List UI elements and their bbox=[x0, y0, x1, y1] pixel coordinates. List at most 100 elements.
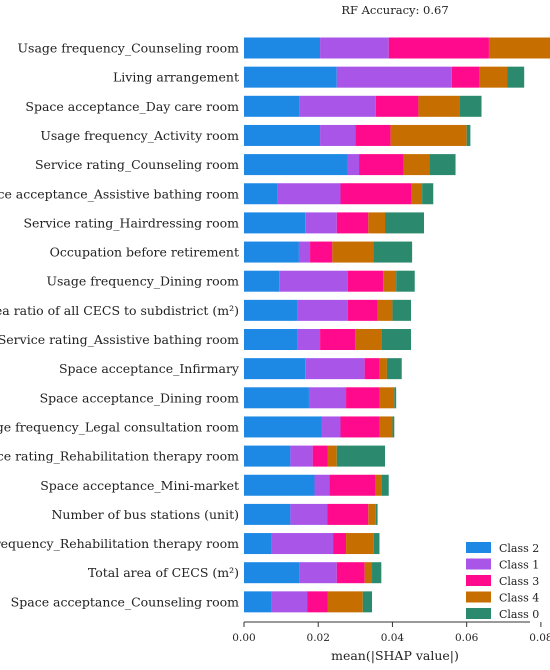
category-label: Usage frequency_Legal consultation room bbox=[0, 419, 239, 434]
category-label: Living arrangement bbox=[113, 70, 239, 85]
category-label: Service rating_Rehabilitation therapy ro… bbox=[0, 449, 239, 464]
category-label: Space acceptance_Day care room bbox=[25, 99, 239, 114]
bar-segment-class-3 bbox=[347, 299, 378, 321]
x-tick-label: 0.04 bbox=[381, 632, 405, 644]
category-label: Usage frequency_Rehabilitation therapy r… bbox=[0, 536, 239, 551]
bar-segment-class-1 bbox=[314, 474, 330, 496]
bar-segment-class-0 bbox=[373, 241, 413, 263]
category-label: Number of bus stations (unit) bbox=[51, 507, 239, 522]
category-label: Usage frequency_Counseling room bbox=[18, 41, 240, 56]
bar-segment-class-0 bbox=[392, 416, 395, 438]
category-label: Area ratio of all CECS to subdistrict (m… bbox=[0, 303, 239, 318]
bar-segment-class-0 bbox=[372, 562, 382, 584]
bar-segment-class-4 bbox=[390, 124, 467, 146]
x-tick-label: 0.00 bbox=[232, 632, 255, 644]
bar-segment-class-0 bbox=[362, 591, 373, 613]
category-label: Usage frequency_Dining room bbox=[46, 274, 239, 289]
x-tick-label: 0.06 bbox=[455, 632, 479, 644]
category-label: Space acceptance_Assistive bathing room bbox=[0, 186, 239, 201]
bar-segment-class-4 bbox=[364, 562, 373, 584]
bar-segment-class-4 bbox=[355, 329, 382, 350]
bar-segment-class-4 bbox=[346, 533, 374, 555]
legend-label: Class 0 bbox=[499, 608, 539, 621]
bar-segment-class-1 bbox=[320, 124, 356, 146]
bar-segment-class-2 bbox=[244, 154, 348, 176]
legend-swatch bbox=[466, 608, 491, 619]
legend: Class 2 Class 1 Class 3 Class 4 Class 0 bbox=[466, 542, 539, 621]
bar-segment-class-4 bbox=[375, 474, 382, 496]
bar-segment-class-4 bbox=[479, 66, 508, 88]
bar-segment-class-3 bbox=[307, 591, 328, 613]
category-label: Service rating_Counseling room bbox=[35, 157, 239, 172]
bar-segment-class-0 bbox=[429, 154, 456, 176]
bar-segment-class-1 bbox=[290, 503, 328, 525]
bar-segment-class-3 bbox=[320, 329, 356, 350]
bar-segment-class-2 bbox=[244, 299, 298, 321]
bar-segment-class-3 bbox=[451, 66, 480, 88]
bar-segment-class-3 bbox=[340, 416, 380, 438]
bar-segment-class-1 bbox=[305, 212, 337, 234]
bar-segment-class-0 bbox=[459, 95, 482, 117]
bar-segment-class-2 bbox=[244, 445, 291, 467]
bar-segment-class-4 bbox=[327, 445, 337, 467]
bar-segment-class-2 bbox=[244, 95, 300, 117]
bar-segment-class-2 bbox=[244, 503, 291, 525]
bar-segment-class-4 bbox=[377, 299, 393, 321]
bar-segment-class-3 bbox=[388, 37, 489, 59]
bar-segment-class-2 bbox=[244, 533, 272, 555]
bar-segment-class-2 bbox=[244, 591, 272, 613]
bar-segment-class-3 bbox=[375, 95, 419, 117]
bar-segment-class-4 bbox=[403, 154, 430, 176]
bar-segment-class-3 bbox=[333, 533, 347, 555]
bar-segment-class-3 bbox=[355, 124, 391, 146]
category-label: Space acceptance_Mini-market bbox=[40, 478, 239, 493]
bar-segment-class-4 bbox=[368, 503, 376, 525]
x-axis-ticks: 0.00 0.02 0.04 0.06 0.08 bbox=[232, 622, 550, 644]
bar-segment-class-3 bbox=[329, 474, 376, 496]
x-axis-title: mean(|SHAP value|) bbox=[331, 648, 459, 663]
bar-segment-class-4 bbox=[327, 591, 363, 613]
legend-swatch bbox=[466, 542, 491, 553]
bar-segment-class-1 bbox=[305, 358, 365, 380]
bar-segment-class-3 bbox=[312, 445, 328, 467]
bar-segment-class-3 bbox=[310, 241, 333, 263]
bar-segment-class-0 bbox=[422, 183, 434, 205]
legend-swatch bbox=[466, 575, 491, 586]
x-tick-label: 0.02 bbox=[307, 632, 330, 644]
bar-segment-class-4 bbox=[411, 183, 423, 205]
bars-layer bbox=[244, 37, 550, 613]
category-label: Space acceptance_Dining room bbox=[40, 390, 240, 405]
bar-segment-class-2 bbox=[244, 358, 306, 380]
bar-segment-class-4 bbox=[488, 37, 550, 59]
bar-segment-class-2 bbox=[244, 37, 321, 59]
category-label: Space acceptance_Infirmary bbox=[59, 361, 240, 376]
bar-segment-class-2 bbox=[244, 562, 300, 584]
bar-segment-class-3 bbox=[336, 562, 365, 584]
bar-segment-class-1 bbox=[336, 66, 452, 88]
bar-segment-class-1 bbox=[290, 445, 313, 467]
bar-segment-class-2 bbox=[244, 66, 337, 88]
bar-segment-class-1 bbox=[279, 270, 348, 292]
bar-segment-class-1 bbox=[321, 416, 341, 438]
bar-segment-class-2 bbox=[244, 241, 299, 263]
legend-label: Class 3 bbox=[499, 575, 539, 588]
bar-segment-class-2 bbox=[244, 329, 298, 350]
bar-segment-class-3 bbox=[364, 358, 380, 380]
bar-segment-class-3 bbox=[347, 270, 384, 292]
legend-label: Class 1 bbox=[499, 559, 539, 572]
bar-segment-class-0 bbox=[373, 533, 380, 555]
bar-segment-class-1 bbox=[320, 37, 389, 59]
bar-segment-class-2 bbox=[244, 416, 322, 438]
bar-segment-class-3 bbox=[359, 154, 404, 176]
category-label: Service rating_Hairdressing room bbox=[23, 215, 239, 230]
legend-label: Class 4 bbox=[499, 592, 539, 605]
category-label: Space acceptance_Counseling room bbox=[11, 594, 239, 609]
bar-segment-class-0 bbox=[381, 329, 411, 350]
bar-segment-class-1 bbox=[347, 154, 360, 176]
bar-segment-class-2 bbox=[244, 212, 306, 234]
category-label: Service rating_Assistive bathing room bbox=[0, 332, 239, 347]
bar-segment-class-0 bbox=[386, 358, 402, 380]
legend-swatch bbox=[466, 558, 491, 570]
bar-segment-class-1 bbox=[308, 387, 347, 409]
